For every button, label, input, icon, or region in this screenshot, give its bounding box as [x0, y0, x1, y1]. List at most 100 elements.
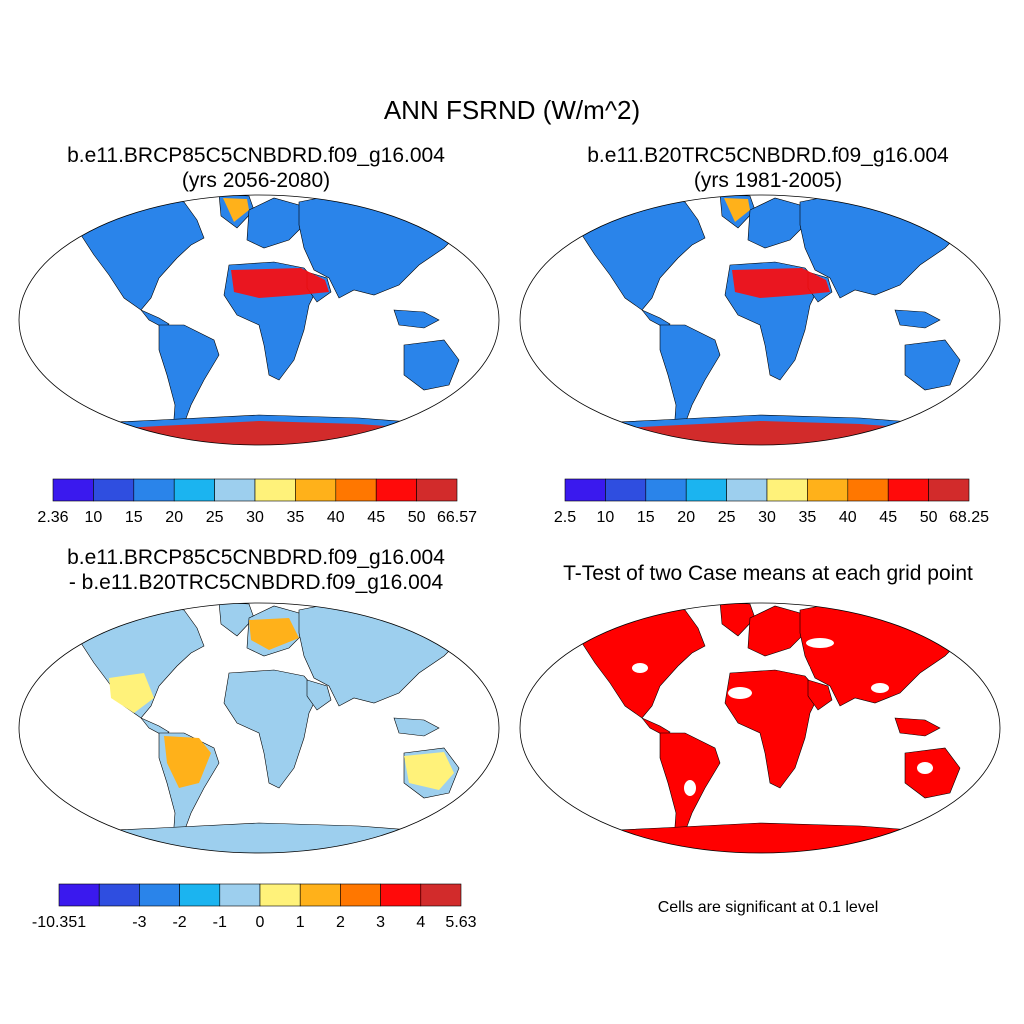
colorbar-swatch [685, 478, 727, 502]
colorbar-swatch [214, 478, 256, 502]
colorbar-tick-label: 30 [758, 509, 776, 526]
colorbar-swatch [335, 478, 377, 502]
panel2-greenland-warm [724, 198, 750, 222]
colorbar-swatch [605, 478, 647, 502]
colorbar-tick-label: 50 [920, 509, 938, 526]
colorbar-tick-label: 25 [206, 509, 224, 526]
colorbar-swatch [340, 883, 381, 907]
panel4-nonsignificant-patch [684, 780, 696, 796]
colorbar-tick-label: -2 [172, 914, 186, 931]
colorbar-tick-label: 50 [408, 509, 426, 526]
panel4-nonsignificant-patch [790, 663, 810, 673]
panel1-colorbar: 2.36 10 15 20 25 30 35 40 45 50 66.57 [37, 478, 477, 526]
panel3-map [18, 602, 500, 854]
colorbar-tick-label: 68.25 [949, 509, 989, 526]
panel2-antarctica-high [555, 421, 965, 445]
colorbar-tick-label: 2 [336, 914, 345, 931]
colorbar-tick-label: 2.5 [554, 509, 576, 526]
panel3-colorbar: -10.351 -3 -2 -1 0 1 2 3 4 5.63 [32, 883, 477, 931]
panel3-south-america-anomaly [164, 736, 211, 788]
colorbar-tick-label: 4 [416, 914, 425, 931]
colorbar-swatch [299, 883, 341, 907]
panel4-title-line1: T-Test of two Case means at each grid po… [563, 562, 973, 585]
colorbar-tick-label: 10 [597, 509, 615, 526]
panel1-sahara-high [231, 268, 329, 298]
colorbar-tick-label: 40 [327, 509, 345, 526]
panel2-title-line1: b.e11.B20TRC5CNBDRD.f09_g16.004 [587, 144, 949, 167]
colorbar-swatch [173, 478, 215, 502]
colorbar-swatch [766, 478, 808, 502]
colorbar-swatch [807, 478, 849, 502]
colorbar-tick-label: 66.57 [437, 509, 477, 526]
colorbar-swatch [98, 883, 140, 907]
colorbar-tick-label: 35 [799, 509, 817, 526]
panel2-title-line2: (yrs 1981-2005) [693, 169, 843, 192]
panel4-map [519, 602, 1001, 854]
panel3-map-border [18, 602, 500, 854]
panel2-title: b.e11.B20TRC5CNBDRD.f09_g16.004 (yrs 198… [512, 143, 1024, 193]
panel1-map [18, 194, 500, 446]
colorbar-swatch [564, 478, 606, 502]
colorbar-tick-label: 10 [85, 509, 103, 526]
colorbar-tick-label: 40 [839, 509, 857, 526]
colorbar-swatch [259, 883, 301, 907]
colorbar-tick-label: -3 [132, 914, 146, 931]
colorbar-swatch [139, 883, 180, 907]
panel3-europe-anomaly [249, 618, 299, 650]
colorbar-swatch [847, 478, 889, 502]
colorbar-tick-label: 1 [296, 914, 305, 931]
panel3-title-line2: - b.e11.B20TRC5CNBDRD.f09_g16.004 [68, 571, 444, 594]
colorbar-swatch [93, 478, 135, 502]
panel1-title-line1: b.e11.BRCP85C5CNBDRD.f09_g16.004 [67, 144, 445, 167]
panel2-sahara-high [732, 268, 830, 298]
panel1-greenland-warm [223, 198, 249, 222]
panel3-title-line1: b.e11.BRCP85C5CNBDRD.f09_g16.004 [67, 546, 445, 569]
panel1-map-border [18, 194, 500, 446]
colorbar-tick-label: 15 [637, 509, 655, 526]
panel3-title: b.e11.BRCP85C5CNBDRD.f09_g16.004 - b.e11… [0, 545, 512, 595]
colorbar-tick-label: 20 [165, 509, 183, 526]
colorbar-swatch [58, 883, 100, 907]
colorbar-swatch [52, 478, 94, 502]
panel4-nonsignificant-patch [806, 638, 834, 648]
colorbar-swatch [726, 478, 768, 502]
significance-note: Cells are significant at 0.1 level [657, 899, 879, 916]
colorbar-tick-label: 2.36 [37, 509, 68, 526]
colorbar-swatch [179, 883, 221, 907]
colorbar-swatch [420, 883, 462, 907]
panel4-nonsignificant-patch [871, 683, 889, 693]
colorbar-swatch [380, 883, 422, 907]
panel2-map [519, 194, 1001, 446]
colorbar-tick-label: 0 [256, 914, 265, 931]
colorbar-tick-label: 15 [125, 509, 143, 526]
colorbar-tick-label: 30 [246, 509, 264, 526]
panel2-colorbar: 2.5 10 15 20 25 30 35 40 45 50 68.25 [554, 478, 989, 526]
panel1-antarctica-high [54, 421, 464, 445]
panel4-map-border [519, 602, 1001, 854]
colorbar-swatch [133, 478, 175, 502]
colorbar-swatch [254, 478, 296, 502]
colorbar-tick-label: 3 [376, 914, 385, 931]
colorbar-tick-label: 25 [718, 509, 736, 526]
colorbar-swatch [416, 478, 458, 502]
colorbar-tick-label: 45 [879, 509, 897, 526]
panel1-title: b.e11.BRCP85C5CNBDRD.f09_g16.004 (yrs 20… [0, 143, 512, 193]
colorbar-tick-label: -1 [213, 914, 227, 931]
colorbar-swatch [295, 478, 337, 502]
panel3-australia-anomaly [404, 752, 454, 790]
panel2-map-border [519, 194, 1001, 446]
colorbar-swatch [645, 478, 687, 502]
colorbar-tick-label: 5.63 [445, 914, 476, 931]
panel3-north-america-anomaly [109, 673, 154, 713]
colorbar-tick-label: 35 [287, 509, 305, 526]
panel4-nonsignificant-patch [728, 687, 752, 699]
colorbar-swatch [219, 883, 261, 907]
colorbar-swatch [928, 478, 970, 502]
colorbar-swatch [375, 478, 417, 502]
colorbar-swatch [887, 478, 929, 502]
panel1-title-line2: (yrs 2056-2080) [181, 169, 331, 192]
figure-title: ANN FSRND (W/m^2) [383, 95, 641, 125]
panel4-nonsignificant-patch [632, 663, 648, 673]
colorbar-tick-label: -10.351 [32, 914, 86, 931]
